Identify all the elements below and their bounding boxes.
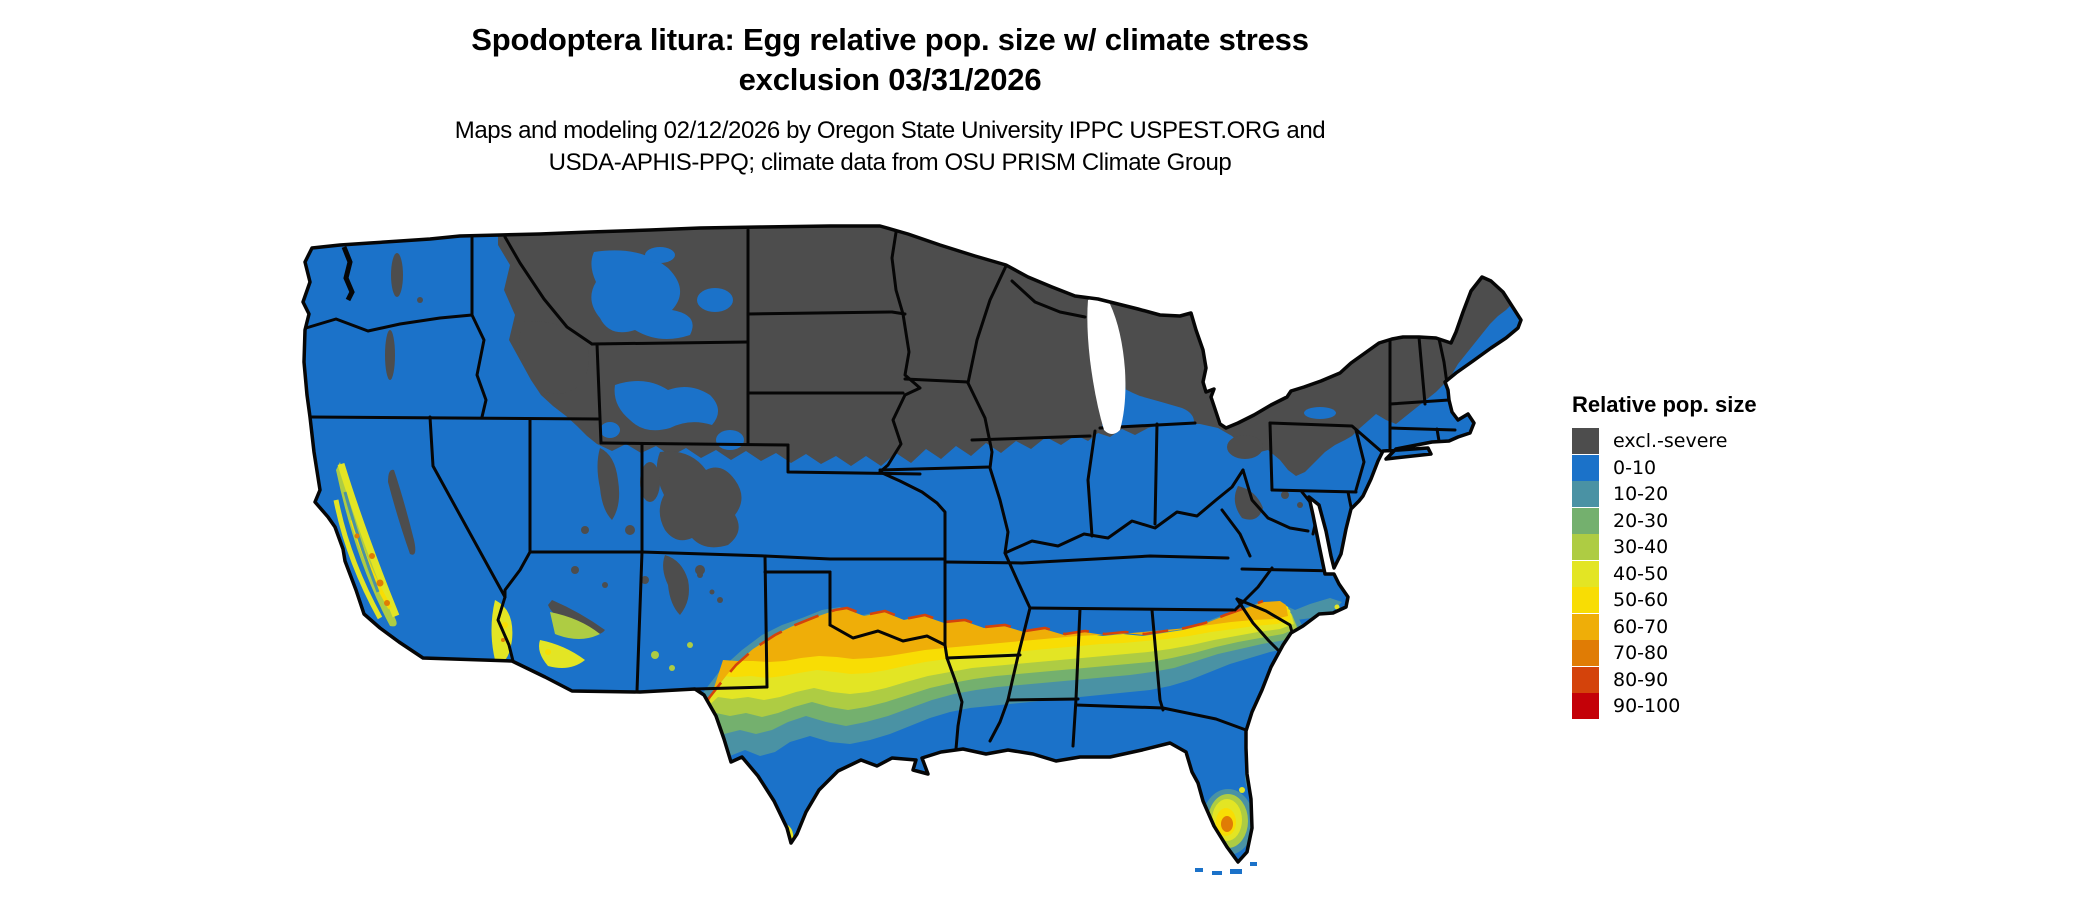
legend-item-90-100: 90-100 [1572,693,1872,720]
mountain-exclusion-patches [385,253,1303,635]
legend-item-20-30: 20-30 [1572,507,1872,535]
legend-label: 10-20 [1613,483,1669,506]
state-borders [304,226,1457,751]
lake-michigan [1087,298,1126,434]
legend-item-40-50: 40-50 [1572,560,1872,588]
legend-swatch [1572,587,1599,614]
legend-item-50-60: 50-60 [1572,587,1872,614]
legend-item-10-20: 10-20 [1572,481,1872,508]
page-title-line2: exclusion 03/31/2026 [738,62,1042,97]
legend-label: 50-60 [1613,589,1669,612]
south-florida-spot [1202,761,1254,855]
legend-swatch [1572,534,1599,561]
legend-title: Relative pop. size [1572,392,1757,417]
legend-swatch [1572,507,1599,534]
legend-label: 80-90 [1613,668,1669,691]
legend-label: excl.-severe [1613,430,1728,453]
legend-swatch [1572,428,1599,455]
legend-item-60-70: 60-70 [1572,613,1872,641]
legend-label: 40-50 [1613,562,1669,585]
legend-item-excl-severe: excl.-severe [1572,428,1872,455]
legend-item-80-90: 80-90 [1572,666,1872,694]
legend-swatch [1572,613,1599,640]
legend-label: 20-30 [1613,509,1669,532]
legend-label: 0-10 [1613,456,1657,479]
legend-swatch [1572,481,1599,508]
legend-swatch [1572,640,1599,667]
legend: Relative pop. size excl.-severe 0-10 10-… [1572,392,1872,720]
florida-keys [1195,862,1257,875]
legend-swatch [1572,560,1599,587]
subtitle: Maps and modeling 02/12/2026 by Oregon S… [0,115,1780,179]
header: Spodoptera litura: Egg relative pop. siz… [0,20,1780,179]
legend-label: 70-80 [1613,642,1669,665]
valley-pockets [591,247,1462,450]
legend-swatch [1572,693,1599,720]
legend-swatch [1572,454,1599,481]
legend-item-70-80: 70-80 [1572,640,1872,667]
subtitle-line2: USDA-APHIS-PPQ; climate data from OSU PR… [548,149,1232,176]
legend-label: 30-40 [1613,536,1669,559]
california-valley-feature [333,462,400,627]
legend-item-0-10: 0-10 [1572,454,1872,482]
legend-label: 90-100 [1613,695,1681,718]
legend-item-30-40: 30-40 [1572,534,1872,561]
southwest-patches [491,600,693,671]
puget-sound [341,246,355,302]
subtitle-line1: Maps and modeling 02/12/2026 by Oregon S… [454,117,1326,144]
legend-label: 60-70 [1613,615,1669,638]
legend-swatch [1572,666,1599,693]
page-title-line1: Spodoptera litura: Egg relative pop. siz… [471,22,1309,57]
